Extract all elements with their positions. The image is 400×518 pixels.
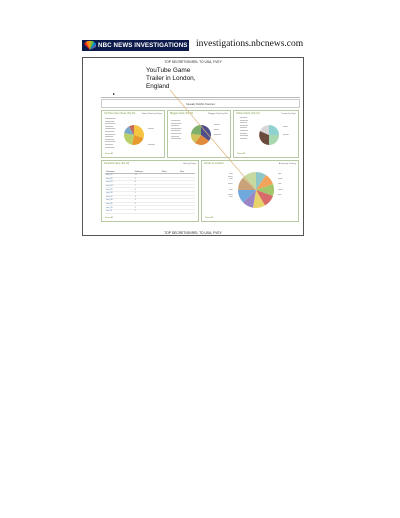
show-all-link[interactable]: Show All xyxy=(105,153,113,155)
panel-title: Twitter Activity (Top 10) xyxy=(236,112,260,115)
username-link[interactable]: user_10 xyxy=(105,205,134,210)
site-url[interactable]: investigations.nbcnews.com xyxy=(196,39,304,49)
classification-top: TOP SECRET//SI//REL TO USA, FVEY xyxy=(164,60,222,64)
username-link[interactable]: user_06 xyxy=(105,191,134,196)
table-row: user_10 2 xyxy=(105,205,195,210)
username-link[interactable]: user_05 xyxy=(105,187,134,192)
count-cell: 3 xyxy=(133,198,161,203)
table-row: user_06 5 xyxy=(105,191,195,196)
show-all-link[interactable]: Show All xyxy=(205,217,213,219)
panel-title: Blogger Visits (Top 10) xyxy=(170,112,194,115)
classification-bottom: TOP SECRET//SI//REL TO USA, FVEY xyxy=(164,231,222,235)
table-row: user_11 2 xyxy=(105,209,195,214)
panel-subtitle: Activity by Country xyxy=(278,162,296,165)
table-row: user_05 6 xyxy=(105,187,195,192)
count-cell: 12 xyxy=(133,173,161,178)
pie-chart xyxy=(123,125,144,145)
username-link[interactable]: user_07 xyxy=(105,195,134,200)
panel-legend: ━━━━━━━━━━━━━━━━━━━━━━━━━━━━━━━━━━━━━━━━… xyxy=(105,118,116,149)
data-table: Username Followers Posts Date user_01 12 … xyxy=(105,171,195,214)
username-link[interactable]: user_03 xyxy=(105,180,134,185)
column-header[interactable]: Username xyxy=(105,171,134,174)
table-row: user_08 3 xyxy=(105,198,195,203)
username-link[interactable]: user_11 xyxy=(105,209,134,214)
pie-chart xyxy=(190,124,211,145)
separator-line xyxy=(101,97,300,98)
username-link[interactable]: user_08 xyxy=(105,198,134,203)
cursor-icon: ▸ xyxy=(113,91,116,96)
pie-labels: ━━━━ ━━━━━ xyxy=(283,126,289,136)
panel-legend: ━━━━━━━━━━━━━━━━━━━━━━━━━━━━━━━━━━━━━━━━… xyxy=(240,117,248,140)
pie-labels-right: ━━━ ━━━━ ━━━ ━━━━ ━━━ xyxy=(278,173,283,196)
panel-title: YouTube Video Views (Top 10) xyxy=(104,112,136,115)
document-frame xyxy=(82,57,304,236)
pie-chart xyxy=(259,125,279,145)
panel-subtitle: Video Views by Game xyxy=(141,112,162,115)
dashboard-banner: Squeaky Dolphin Overview xyxy=(101,99,300,108)
panel-title: Facebook Likes (Top 10) xyxy=(104,162,130,165)
panel-location: Activity by Location Activity by Country… xyxy=(201,160,299,222)
show-all-link[interactable]: Show All xyxy=(237,153,245,155)
caption-text: YouTube Game Trailer in London, England xyxy=(146,67,196,90)
username-link[interactable]: user_09 xyxy=(105,202,134,207)
panel-subtitle: Likes by Page xyxy=(182,162,196,165)
peacock-icon xyxy=(84,41,96,50)
count-cell: 5 xyxy=(133,191,161,196)
table-row: user_09 3 xyxy=(105,202,195,207)
panel-subtitle: Blogger Visits by Site xyxy=(208,112,228,115)
count-cell: 6 xyxy=(133,187,161,192)
nbc-news-logo: NBC NEWS INVESTIGATIONS xyxy=(82,40,189,51)
panel-subtitle: Tweets by Topic xyxy=(281,112,296,115)
count-cell: 7 xyxy=(133,184,161,189)
panel-title: Activity by Location xyxy=(204,162,224,165)
username-link[interactable]: user_02 xyxy=(105,177,134,182)
panel-facebook: Facebook Likes (Top 10) Likes by Page Us… xyxy=(101,160,199,222)
panel-legend: ━━━━━━━━━━━━━━━━━━━━━━━━━━━━━━━━━━━━━━━━… xyxy=(171,120,182,141)
pie-chart xyxy=(238,171,275,208)
pie-labels: ━━━━━ ━━━━━━ xyxy=(148,128,155,146)
show-all-link[interactable]: Show All xyxy=(105,217,113,219)
count-cell: 2 xyxy=(133,205,161,210)
column-header[interactable]: Followers xyxy=(133,171,161,174)
count-cell: 8 xyxy=(133,180,161,185)
panel-youtube: YouTube Video Views (Top 10) Video Views… xyxy=(101,110,165,158)
pie-labels-left: ━━━ ━━━━ ━━━ ━━━━ ━━━ ━━━━ ━━━ xyxy=(228,173,233,199)
count-cell: 4 xyxy=(133,195,161,200)
username-link[interactable]: user_04 xyxy=(105,184,134,189)
count-cell: 2 xyxy=(133,209,161,214)
pie-labels: ━━━━━ ━━━━ ━━━━━━ xyxy=(214,124,221,137)
count-cell: 3 xyxy=(133,202,161,207)
panel-twitter: Twitter Activity (Top 10) Tweets by Topi… xyxy=(233,110,299,158)
logo-text: NBC NEWS INVESTIGATIONS xyxy=(98,42,188,49)
username-link[interactable]: user_01 xyxy=(105,173,134,178)
table-row: user_07 4 xyxy=(105,195,195,200)
count-cell: 9 xyxy=(133,177,161,182)
panel-blogger: Blogger Visits (Top 10) Blogger Visits b… xyxy=(167,110,231,158)
